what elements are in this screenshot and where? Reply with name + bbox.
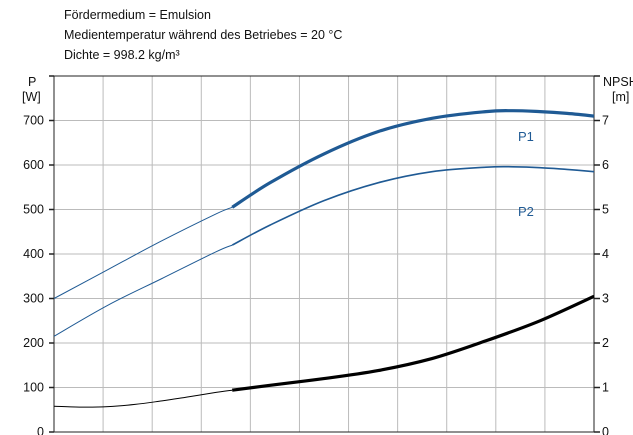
left-axis-label-symbol: P: [28, 75, 36, 89]
series-npsh-line-thin: [53, 389, 233, 408]
left-tick-label: 200: [23, 336, 44, 350]
series-label-p1: P1: [518, 129, 534, 144]
left-tick-label: 100: [23, 381, 44, 395]
right-tick-label: 0: [602, 425, 609, 435]
grid: [54, 76, 594, 432]
left-axis-label-unit: [W]: [22, 90, 41, 104]
left-tick-label: 400: [23, 247, 44, 261]
left-tick-label: 500: [23, 203, 44, 217]
right-tick-label: 5: [602, 203, 609, 217]
right-tick-label: 1: [602, 381, 609, 395]
left-tick-label: 0: [37, 425, 44, 435]
series-p2-line-bold: [231, 165, 595, 246]
right-tick-label: 3: [602, 292, 609, 306]
right-tick-label: 7: [602, 114, 609, 128]
right-axis-label-unit: [m]: [612, 90, 629, 104]
series-layer: [53, 109, 595, 408]
series-p1-line-thin: [53, 206, 233, 299]
right-axis-label-symbol: NPSH: [603, 75, 633, 89]
header-line-temperature: Medientemperatur während des Betriebes =…: [64, 28, 343, 42]
series-label-p2: P2: [518, 204, 534, 219]
header-line-density: Dichte = 998.2 kg/m³: [64, 48, 180, 62]
series-p1-line-bold: [231, 109, 595, 209]
left-tick-label: 600: [23, 158, 44, 172]
right-tick-label: 6: [602, 158, 609, 172]
left-tick-label: 300: [23, 292, 44, 306]
series-p2-line-thin: [53, 244, 233, 337]
left-tick-label: 700: [23, 114, 44, 128]
series-npsh-line-bold: [231, 294, 595, 392]
header-line-medium: Fördermedium = Emulsion: [64, 8, 211, 22]
right-tick-label: 2: [602, 336, 609, 350]
tick-layer: 0 100 200 300 400 500 600 700 0 1 2 3 4 5 6 7: [23, 75, 609, 435]
right-tick-label: 4: [602, 247, 609, 261]
